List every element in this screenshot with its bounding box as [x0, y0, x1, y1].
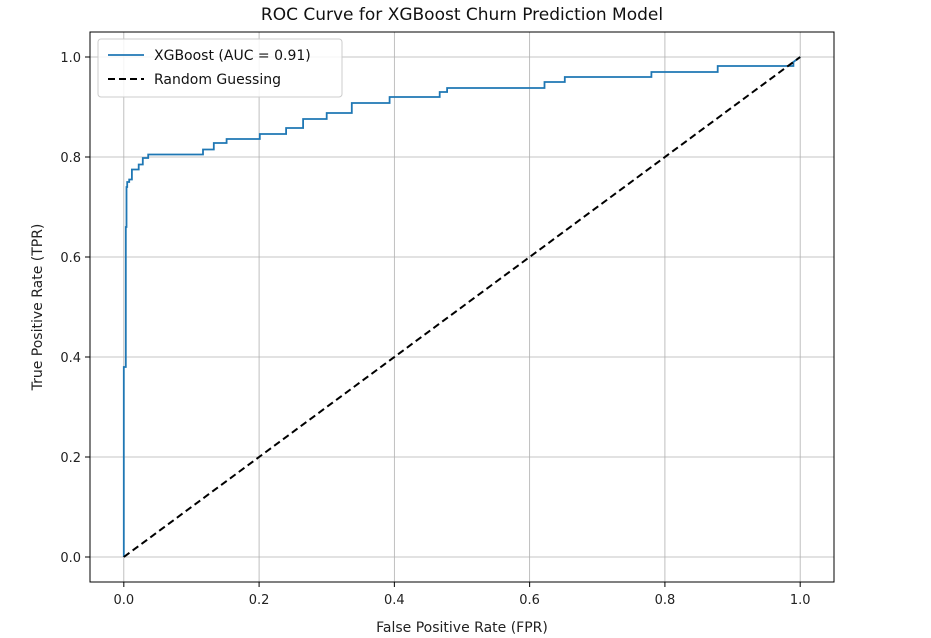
- y-axis-label: True Positive Rate (TPR): [30, 224, 46, 392]
- y-tick-label: 1.0: [60, 51, 81, 66]
- x-tick-label: 0.0: [113, 593, 134, 608]
- chart-title: ROC Curve for XGBoost Churn Prediction M…: [261, 5, 663, 25]
- random-guessing-line: [123, 56, 801, 558]
- xgboost-roc-line: [122, 56, 801, 557]
- x-tick-label: 0.4: [384, 593, 405, 608]
- y-tick-label: 0.8: [60, 151, 81, 166]
- x-tick-label: 0.6: [519, 593, 540, 608]
- legend-entry-label: Random Guessing: [154, 72, 281, 88]
- x-tick-label: 1.0: [790, 593, 811, 608]
- y-tick-label: 0.4: [60, 351, 81, 366]
- y-tick-label: 0.2: [60, 451, 81, 466]
- legend-entry-label: XGBoost (AUC = 0.91): [154, 48, 311, 64]
- y-tick-label: 0.0: [60, 551, 81, 566]
- x-axis-label: False Positive Rate (FPR): [376, 620, 548, 636]
- x-tick-label: 0.8: [655, 593, 676, 608]
- legend: XGBoost (AUC = 0.91) Random Guessing: [97, 38, 343, 98]
- legend-box: [97, 38, 343, 98]
- x-tick-label: 0.2: [249, 593, 270, 608]
- series-layer: [122, 56, 801, 558]
- plot-frame: [89, 31, 835, 583]
- axis-ticks: 0.0 0.2 0.4 0.6 0.8 1.0 0.0 0.2 0.4 0.6 0.8 1.0: [60, 51, 810, 608]
- y-tick-label: 0.6: [60, 251, 81, 266]
